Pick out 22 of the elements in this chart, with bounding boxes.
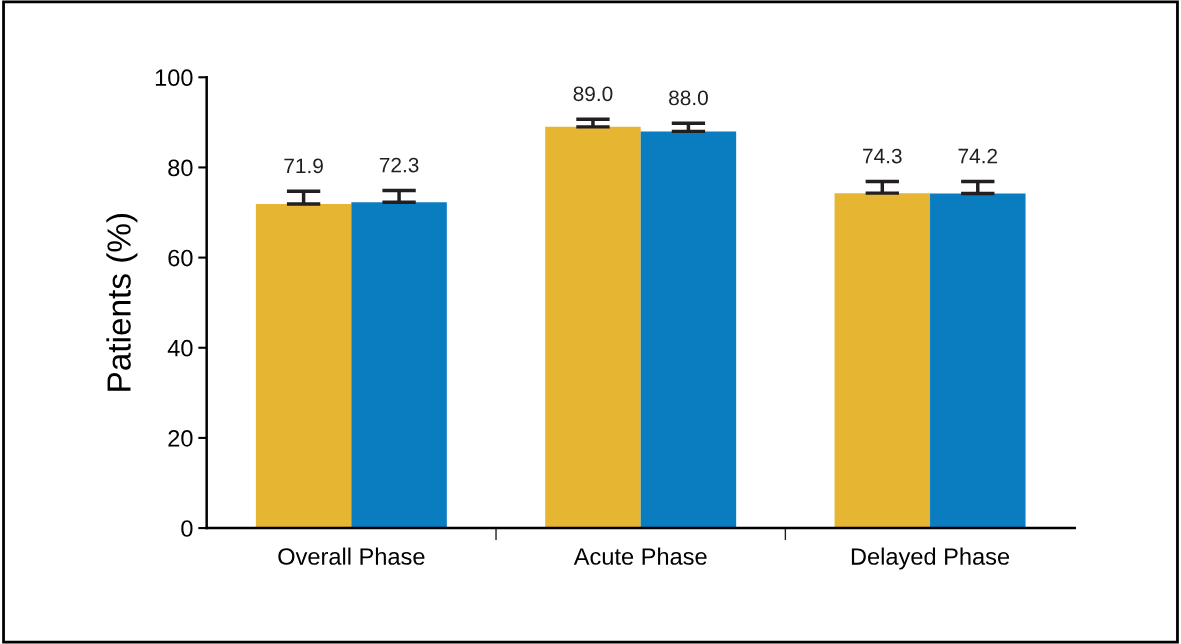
data-label: 74.3 (863, 148, 902, 164)
data-label: 88.0 (669, 90, 708, 106)
y-tick-label: 40 (167, 339, 193, 357)
y-tick-label: 20 (168, 429, 193, 447)
x-tick-label: Acute Phase (573, 547, 707, 565)
bar (834, 193, 931, 529)
bar (545, 126, 641, 529)
bar (255, 203, 352, 529)
y-tick-label: 0 (181, 520, 193, 537)
x-tick-label: Overall Phase (278, 547, 425, 565)
y-tick-label: 100 (155, 69, 193, 87)
data-label: 72.3 (379, 157, 419, 173)
y-tick-label: 60 (168, 249, 193, 267)
bar (930, 193, 1026, 529)
data-label: 71.9 (284, 158, 323, 174)
data-label: 89.0 (573, 86, 613, 102)
y-tick-label: 80 (168, 159, 193, 177)
bar (640, 131, 737, 529)
y-axis-title: Patients (%) (106, 213, 138, 391)
data-label: 74.2 (958, 148, 998, 164)
x-tick-label: Delayed Phase (851, 547, 1010, 570)
bar (351, 202, 447, 529)
